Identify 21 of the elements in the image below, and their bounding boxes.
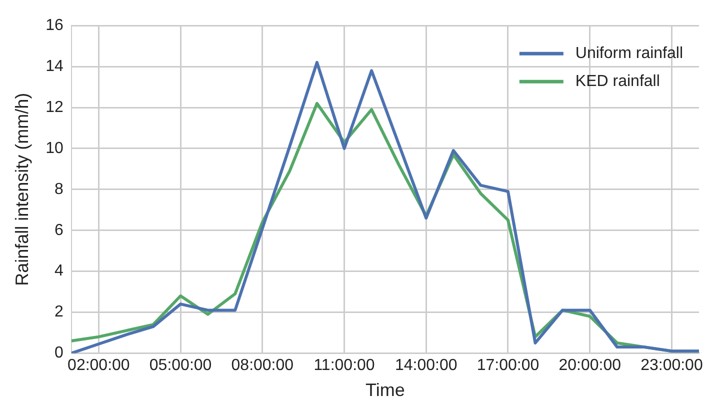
x-tick-label: 14:00:00 — [394, 357, 458, 374]
x-tick-label: 17:00:00 — [476, 357, 540, 374]
y-tick-label: 14 — [46, 58, 64, 75]
legend-label: KED rainfall — [575, 73, 660, 90]
y-tick-label: 4 — [54, 262, 64, 280]
x-tick-label: 05:00:00 — [149, 357, 212, 374]
legend-label: Uniform rainfall — [575, 45, 684, 62]
y-tick-label: 12 — [46, 98, 64, 116]
y-tick-label: 8 — [54, 180, 64, 198]
x-tick-label: 08:00:00 — [231, 357, 294, 374]
x-axis-title: Time — [366, 380, 405, 400]
y-axis-title: Rainfall intensity (mm/h) — [12, 92, 32, 286]
x-tick-label: 20:00:00 — [558, 357, 622, 374]
y-tick-label: 0 — [54, 344, 64, 362]
y-tick-label: 16 — [46, 17, 64, 34]
x-tick-label: 02:00:00 — [68, 357, 130, 374]
y-tick-label: 2 — [54, 304, 64, 321]
x-tick-label: 23:00:00 — [640, 357, 703, 374]
x-tick-label: 11:00:00 — [314, 357, 375, 374]
y-tick-label: 10 — [46, 140, 64, 157]
y-tick-label: 6 — [54, 222, 64, 239]
